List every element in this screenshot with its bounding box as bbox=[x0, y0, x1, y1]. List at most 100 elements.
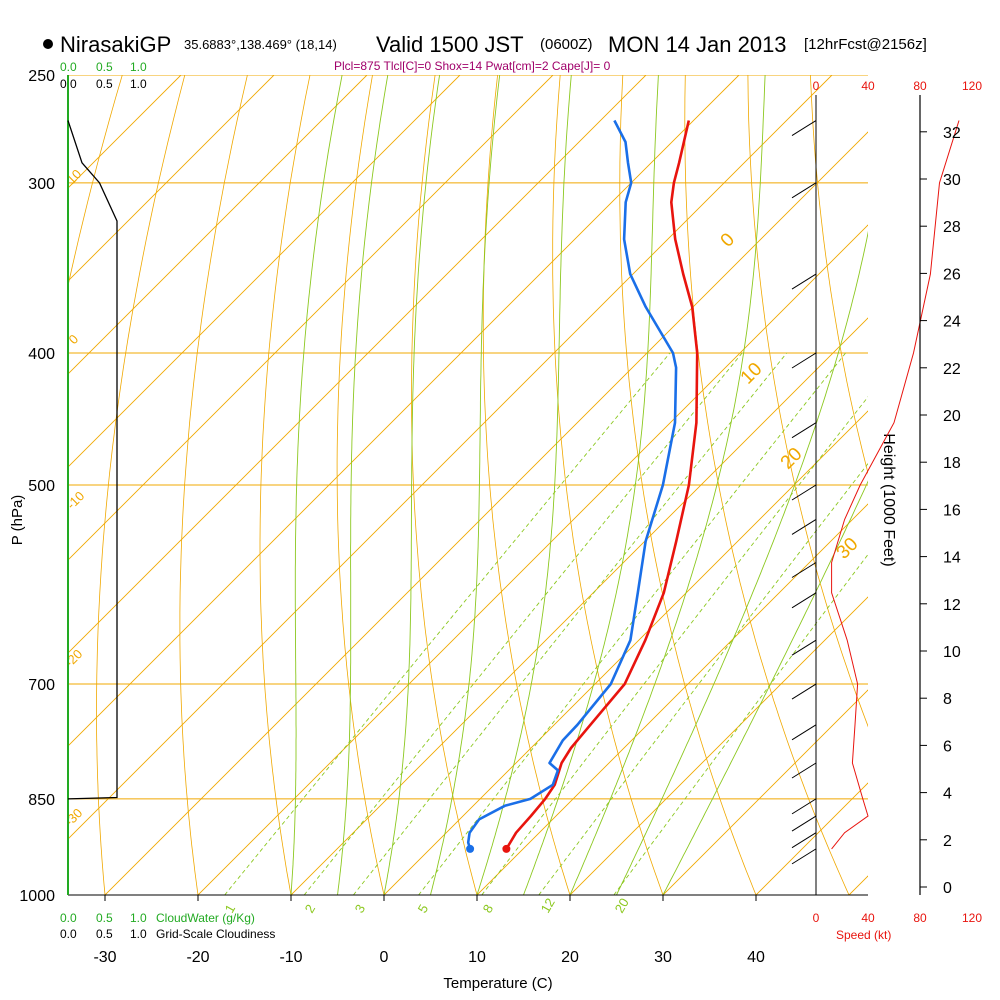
isotherm-line bbox=[68, 75, 740, 747]
cloudwater-ticks-top: 0.0 0.5 1.0 bbox=[60, 60, 147, 74]
height-tick-label: 14 bbox=[943, 550, 961, 567]
cloudiness-tick: 0.5 bbox=[96, 927, 113, 941]
isotherm-line bbox=[848, 875, 868, 895]
speed-tick-label: 80 bbox=[913, 911, 927, 925]
mixing-ratio-label: 20 bbox=[612, 895, 632, 915]
cloudwater-ticks-bottom: 0.0 0.5 1.0 CloudWater (g/Kg) bbox=[60, 911, 255, 925]
height-tick-label: 20 bbox=[943, 408, 961, 425]
wind-barb bbox=[791, 592, 817, 609]
moist-adiabat-line bbox=[569, 75, 766, 895]
cloudiness-tick: 0.0 bbox=[60, 927, 77, 941]
wind-barb bbox=[791, 815, 817, 832]
cloudwater-tick: 1.0 bbox=[130, 60, 147, 74]
height-tick-label: 4 bbox=[943, 786, 952, 803]
station-name: NirasakiGP bbox=[60, 32, 171, 57]
mixing-ratio-line bbox=[224, 352, 671, 895]
mixing-ratio-line bbox=[303, 352, 743, 895]
x-tick-label: -30 bbox=[93, 949, 116, 966]
forecast-label: [12hrFcst@2156z] bbox=[804, 36, 927, 53]
speed-tick-label: 0 bbox=[813, 79, 820, 93]
moist-adiabat-line bbox=[430, 75, 501, 895]
height-tick-label: 22 bbox=[943, 361, 961, 378]
x-tick-label: -20 bbox=[186, 949, 209, 966]
cloudwater-axis-label: CloudWater (g/Kg) bbox=[156, 911, 255, 925]
height-tick-label: 24 bbox=[943, 314, 961, 331]
moist-adiabat-line bbox=[662, 480, 868, 895]
height-tick-label: 12 bbox=[943, 597, 961, 614]
isotherm-line bbox=[662, 689, 868, 895]
plot-area bbox=[68, 75, 1000, 895]
mixing-ratio-label: 3 bbox=[352, 902, 369, 916]
wind-speed-line bbox=[831, 120, 960, 850]
speed-tick-label: 40 bbox=[861, 79, 875, 93]
height-tick-label: 2 bbox=[943, 833, 952, 850]
pressure-tick-label: 850 bbox=[28, 792, 55, 809]
speed-tick-label: 120 bbox=[962, 79, 982, 93]
mixing-ratio-label: 8 bbox=[480, 902, 497, 916]
side-panels: 0040408080120120024681012141618202224262… bbox=[67, 75, 982, 925]
utc-label: (0600Z) bbox=[540, 36, 593, 53]
isotherm-label: 20 bbox=[777, 444, 807, 474]
isotherm-line bbox=[68, 75, 461, 468]
pressure-tick-label: 500 bbox=[28, 478, 55, 495]
isotherm-line bbox=[104, 131, 868, 895]
pressure-tick-label: 250 bbox=[28, 68, 55, 85]
cloudiness-tick: 1.0 bbox=[130, 927, 147, 941]
height-tick-label: 32 bbox=[943, 125, 961, 142]
speed-tick-label: 120 bbox=[962, 911, 982, 925]
height-tick-label: 18 bbox=[943, 455, 961, 472]
wind-barb bbox=[791, 422, 817, 439]
mixing-ratio-label: 12 bbox=[538, 895, 558, 915]
cloudiness-ticks-bottom: 0.0 0.5 1.0 Grid-Scale Cloudiness bbox=[60, 927, 275, 941]
moist-adiabat-line bbox=[476, 75, 572, 895]
dewpoint-surface-point bbox=[466, 844, 475, 853]
cloudiness-line bbox=[67, 120, 118, 800]
wind-barb bbox=[791, 273, 817, 290]
cloudiness-tick: 0.5 bbox=[96, 77, 113, 91]
mixing-ratio-line bbox=[418, 352, 846, 895]
wind-barb bbox=[791, 798, 817, 815]
dry-adiabat-line bbox=[936, 75, 1000, 895]
x-tick-label: 0 bbox=[380, 949, 389, 966]
pressure-tick-label: 400 bbox=[28, 346, 55, 363]
dry-adiabat-line bbox=[747, 75, 868, 728]
height-tick-label: 0 bbox=[943, 880, 952, 897]
isotherm-line bbox=[383, 410, 868, 895]
dry-adiabat-line bbox=[619, 75, 757, 895]
cloudiness-tick: 1.0 bbox=[130, 77, 147, 91]
wind-barb bbox=[791, 182, 817, 199]
x-tick-label: 20 bbox=[561, 949, 579, 966]
dewpoint-trace bbox=[466, 119, 678, 850]
isotherm-label: 10 bbox=[64, 166, 85, 187]
wind-barb bbox=[791, 562, 817, 578]
moist-adiabat-line bbox=[616, 230, 868, 895]
isotherm-label: -20 bbox=[62, 646, 86, 670]
cloudwater-tick: 0.5 bbox=[96, 911, 113, 925]
mixing-ratio-line bbox=[613, 553, 868, 895]
x-tick-label: -10 bbox=[279, 949, 302, 966]
isotherm-line bbox=[68, 75, 275, 282]
mixing-ratio-line bbox=[353, 352, 788, 895]
date-label: MON 14 Jan 2013 bbox=[608, 32, 787, 57]
cloudiness-ticks-top: 0.0 0.5 1.0 bbox=[60, 77, 147, 91]
wind-barb bbox=[791, 120, 817, 136]
wind-barb bbox=[791, 724, 817, 741]
isotherm-label: 30 bbox=[833, 534, 863, 564]
cloudiness-axis-label: Grid-Scale Cloudiness bbox=[156, 927, 275, 941]
x-tick-label: 10 bbox=[468, 949, 486, 966]
mixing-ratio-label: 2 bbox=[302, 902, 319, 916]
y-axis-title: P (hPa) bbox=[9, 495, 26, 546]
wind-barb bbox=[791, 848, 817, 865]
isotherm-line bbox=[68, 75, 647, 654]
x-tick-label: 30 bbox=[654, 949, 672, 966]
mixing-ratio-line bbox=[538, 462, 868, 895]
station-coords: 35.6883°,138.469° (18,14) bbox=[184, 37, 337, 52]
temperature-surface-point bbox=[502, 844, 511, 853]
moist-adiabat-line bbox=[383, 75, 441, 895]
dry-adiabat-line bbox=[179, 75, 248, 895]
dry-adiabat-line bbox=[411, 75, 478, 895]
pressure-tick-label: 300 bbox=[28, 176, 55, 193]
height-tick-label: 8 bbox=[943, 691, 952, 708]
